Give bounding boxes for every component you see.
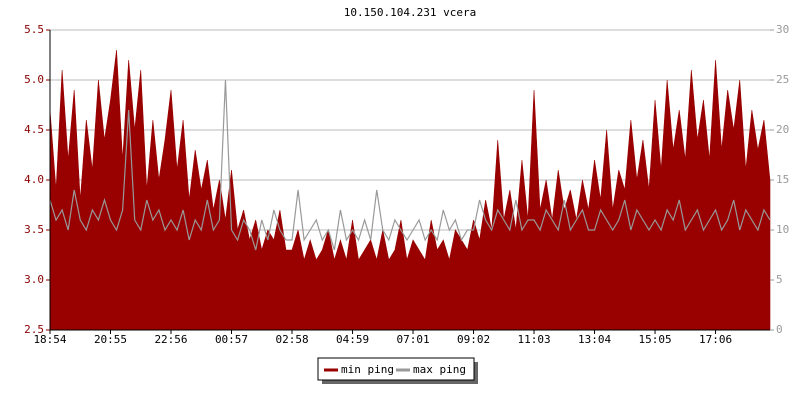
- max-ping-line: [49, 79, 771, 251]
- min-ping-area: [49, 49, 771, 331]
- legend: min ping max ping: [317, 357, 478, 384]
- x-tick-label: 15:05: [638, 333, 671, 346]
- x-tick-label: 07:01: [396, 333, 429, 346]
- x-tick-label: 13:04: [578, 333, 611, 346]
- y2-tick-label: 20: [776, 123, 789, 136]
- y-tick-label: 4.5: [24, 123, 44, 136]
- legend-label: max ping: [413, 363, 466, 376]
- y-tick-label: 3.0: [24, 273, 44, 286]
- y2-tick-label: 0: [776, 323, 783, 336]
- y2-tick-label: 30: [776, 23, 789, 36]
- x-tick-label: 02:58: [275, 333, 308, 346]
- y2-tick-label: 25: [776, 73, 789, 86]
- y-tick-label: 5.0: [24, 73, 44, 86]
- x-tick-label: 17:06: [699, 333, 732, 346]
- x-tick-label: 18:54: [33, 333, 66, 346]
- y2-tick-label: 15: [776, 173, 789, 186]
- data-layer: [49, 49, 771, 331]
- y-tick-label: 2.5: [24, 323, 44, 336]
- x-tick-label: 20:55: [94, 333, 127, 346]
- y2-tick-label: 5: [776, 273, 783, 286]
- x-tick-label: 09:02: [457, 333, 490, 346]
- x-tick-label: 22:56: [154, 333, 187, 346]
- chart-title: 10.150.104.231 vcera: [344, 6, 476, 19]
- y-tick-label: 5.5: [24, 23, 44, 36]
- y-tick-label: 3.5: [24, 223, 44, 236]
- x-tick-label: 00:57: [215, 333, 248, 346]
- legend-label: min ping: [341, 363, 394, 376]
- y-tick-label: 4.0: [24, 173, 44, 186]
- x-tick-label: 11:03: [517, 333, 550, 346]
- y2-tick-label: 10: [776, 223, 789, 236]
- x-tick-label: 04:59: [336, 333, 369, 346]
